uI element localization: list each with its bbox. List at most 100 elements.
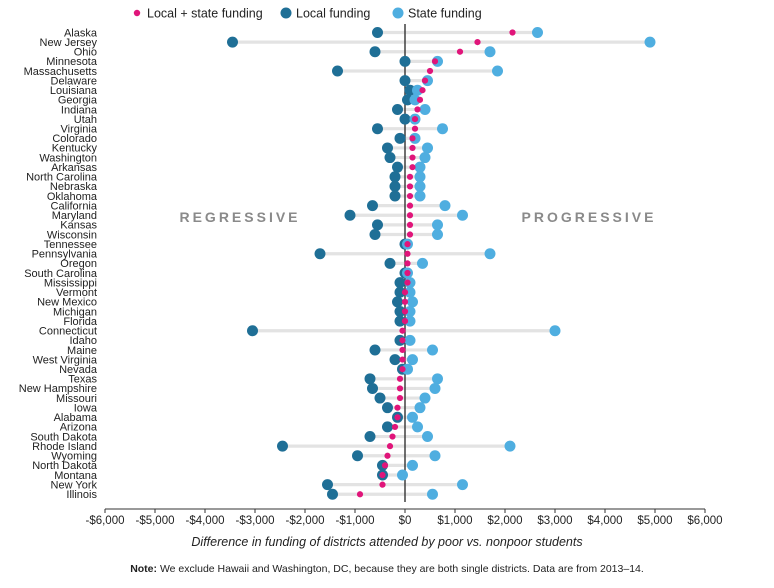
total-funding-dot [399,356,406,363]
state-funding-dot [404,334,416,346]
state-label: Ohio [74,47,97,59]
state-funding-dot [402,363,413,375]
local-funding-dot [327,488,338,500]
regressive-label: REGRESSIVE [179,209,300,225]
footnote: Note: We exclude Hawaii and Washington, … [0,563,774,575]
state-label: Arizona [60,422,98,434]
local-funding-dot [344,209,356,221]
total-funding-dot [406,221,414,228]
state-label: Illinois [66,489,97,501]
state-funding-dot [644,36,656,48]
local-funding-dot [352,450,363,462]
state-funding-dot [422,431,433,443]
state-label: Texas [68,374,97,386]
local-funding-dot [384,257,396,269]
legend-marker-local [280,7,292,19]
total-funding-dot [411,115,419,123]
state-label: California [51,200,98,212]
state-label: Arkansas [51,162,97,174]
state-funding-dot [457,209,468,221]
local-funding-dot [382,421,393,433]
local-funding-dot [247,325,258,337]
total-funding-dot [404,269,411,277]
total-funding-dot [406,183,414,190]
state-label: South Carolina [24,268,98,280]
state-label: Nebraska [50,181,98,193]
state-label: Alabama [54,412,98,424]
state-funding-dot [549,325,561,337]
state-funding-dot [414,171,426,183]
local-funding-dot [382,142,393,154]
local-funding-dot [392,161,403,173]
total-funding-dot [391,423,399,431]
local-funding-dot [394,315,406,327]
state-label: Pennsylvania [32,249,98,261]
state-funding-dot [432,219,443,231]
local-funding-dot [367,200,378,212]
state-funding-dot [412,421,423,433]
total-funding-dots [356,29,516,498]
state-label: Vermont [56,287,97,299]
state-funding-dot [504,440,516,452]
total-funding-dot [384,452,391,459]
state-label: New York [51,479,98,491]
state-label: Utah [74,114,97,126]
state-label: New Hampshire [19,383,97,395]
state-funding-dot [457,479,468,491]
x-tick-label: -$3,000 [235,515,274,527]
state-label: Virginia [61,124,98,136]
state-label: Wyoming [51,451,97,463]
state-funding-dot [407,296,418,308]
state-funding-dot [439,200,451,212]
total-funding-dot [421,77,429,84]
state-label: Missouri [56,393,97,405]
total-funding-dot [404,241,411,248]
total-funding-dot [406,212,414,219]
state-funding-dot [414,180,426,192]
state-label: South Dakota [30,431,98,443]
local-funding-dot [369,344,381,356]
total-funding-dot [381,462,389,469]
x-tick-label: $5,000 [637,515,672,527]
total-funding-dot [431,58,439,65]
x-tick-label: -$5,000 [135,515,174,527]
legend-label-local: Local funding [296,7,370,21]
local-funding-dot [382,402,393,414]
total-funding-dot [394,404,401,411]
local-funding-dot [389,190,401,202]
total-funding-dot [399,337,406,344]
state-funding-dot [432,229,443,241]
state-label: Oregon [60,258,97,270]
total-funding-dot [394,414,401,421]
total-funding-dot [474,39,481,46]
state-funding-dot [404,305,416,317]
state-label: Kansas [60,220,97,232]
total-funding-dot [399,327,406,334]
local-funding-dot [392,296,403,308]
total-funding-dot [409,135,416,142]
state-label: Georgia [58,95,98,107]
state-funding-dot [414,402,426,414]
local-funding-dot [389,171,401,183]
state-funding-dot [484,46,496,58]
local-funding-dot [394,305,406,317]
state-funding-dot [429,382,441,394]
state-label: Delaware [51,75,97,87]
local-funding-dot [374,392,386,404]
total-funding-dot [411,125,419,132]
state-label: Maryland [52,210,97,222]
state-funding-dot [412,84,423,96]
state-label: Idaho [69,335,97,347]
state-label: Indiana [61,104,98,116]
state-label: Massachusetts [24,66,98,78]
state-funding-dot [419,152,431,164]
state-funding-dot [407,459,418,471]
state-funding-dots [397,27,656,500]
total-funding-dot [396,385,404,392]
state-label: Connecticut [39,326,97,338]
local-funding-dot [399,55,411,67]
state-funding-dot [407,411,418,423]
total-funding-dot [404,250,411,257]
x-tick-label: $4,000 [587,515,622,527]
